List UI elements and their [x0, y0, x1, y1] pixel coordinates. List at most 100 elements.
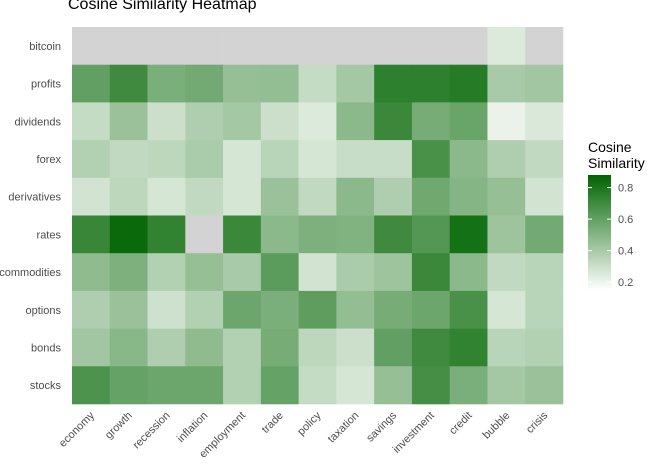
heatmap-cell-forex-growth [109, 140, 148, 179]
legend-tick-label: 0.6 [618, 214, 633, 226]
heatmap-cell-options-trade [260, 290, 299, 329]
heatmap-cell-profits-recession [147, 64, 186, 103]
heatmap-cell-bonds-crisis [525, 328, 564, 367]
heatmap-cell-dividends-policy [298, 102, 337, 141]
heatmap-cell-derivatives-policy [298, 177, 337, 216]
heatmap-cell-forex-recession [147, 140, 186, 179]
heatmap-cell-commodities-recession [147, 253, 186, 292]
heatmap-cell-derivatives-taxation [336, 177, 375, 216]
heatmap-cell-commodities-investment [411, 253, 450, 292]
heatmap-cell-options-employment [223, 290, 262, 329]
x-tick-label-investment: investment [391, 410, 437, 456]
heatmap-cell-forex-savings [374, 140, 413, 179]
heatmap-cell-commodities-bubble [487, 253, 526, 292]
heatmap-cell-options-credit [449, 290, 488, 329]
heatmap-cell-profits-growth [109, 64, 148, 103]
heatmap-cell-profits-trade [260, 64, 299, 103]
heatmap-cell-rates-credit [449, 215, 488, 254]
legend-title: Cosine Similarity [588, 139, 645, 171]
heatmap-cell-derivatives-savings [374, 177, 413, 216]
heatmap-cell-bitcoin-crisis [525, 27, 564, 65]
y-axis: bitcoin profits dividends forex derivatives r… [0, 41, 61, 392]
heatmap-cell-options-growth [109, 290, 148, 329]
heatmap-cell-bonds-trade [260, 328, 299, 367]
heatmap-cell-options-recession [147, 290, 186, 329]
heatmap-cell-profits-bubble [487, 64, 526, 103]
heatmap-cell-commodities-credit [449, 253, 488, 292]
heatmap-cell-stocks-trade [260, 366, 299, 405]
heatmap-cell-derivatives-investment [411, 177, 450, 216]
heatmap-cell-dividends-investment [411, 102, 450, 141]
heatmap-cell-profits-investment [411, 64, 450, 103]
heatmap-cell-bonds-savings [374, 328, 413, 367]
x-tick-label-taxation: taxation [326, 410, 362, 446]
x-tick-label-inflation: inflation [175, 410, 210, 445]
heatmap-cell-commodities-economy [72, 253, 111, 292]
heatmap-cell-rates-taxation [336, 215, 375, 254]
heatmap-cell-derivatives-employment [223, 177, 262, 216]
legend-tick-label: 0.4 [618, 246, 633, 258]
y-tick-label-profits: profits [31, 79, 61, 91]
heatmap-cell-rates-economy [72, 215, 111, 254]
heatmap-cell-bonds-economy [72, 328, 111, 367]
y-tick-label-bonds: bonds [31, 342, 61, 354]
heatmap-cell-forex-taxation [336, 140, 375, 179]
heatmap-cell-commodities-trade [260, 253, 299, 292]
heatmap-cell-bitcoin-bubble [487, 27, 526, 65]
heatmap-cell-dividends-trade [260, 102, 299, 141]
heatmap-cell-bitcoin-credit [449, 27, 488, 65]
heatmap-cell-rates-recession [147, 215, 186, 254]
heatmap-cell-stocks-policy [298, 366, 337, 405]
heatmap-cell-dividends-employment [223, 102, 262, 141]
heatmap-cell-bonds-investment [411, 328, 450, 367]
heatmap-cell-profits-taxation [336, 64, 375, 103]
heatmap-cell-rates-policy [298, 215, 337, 254]
heatmap-cell-options-taxation [336, 290, 375, 329]
chart-title: Cosine Similarity Heatmap [68, 0, 257, 13]
heatmap-cell-forex-crisis [525, 140, 564, 179]
heatmap-cell-bonds-policy [298, 328, 337, 367]
x-tick-label-economy: economy [57, 409, 97, 449]
heatmap-cell-bitcoin-employment [223, 27, 262, 65]
heatmap-cell-profits-economy [72, 64, 111, 103]
heatmap-cell-dividends-economy [72, 102, 111, 141]
heatmap-cell-derivatives-recession [147, 177, 186, 216]
heatmap-cell-stocks-credit [449, 366, 488, 405]
heatmap-cell-bonds-credit [449, 328, 488, 367]
heatmap-cell-bitcoin-taxation [336, 27, 375, 65]
heatmap-cell-stocks-growth [109, 366, 148, 405]
heatmap-cell-options-bubble [487, 290, 526, 329]
heatmap-cell-forex-economy [72, 140, 111, 179]
heatmap-cell-bitcoin-trade [260, 27, 299, 65]
heatmap-cell-stocks-savings [374, 366, 413, 405]
legend: 0.8 0.6 0.4 0.2 [588, 175, 633, 290]
heatmap-cell-bonds-recession [147, 328, 186, 367]
heatmap-cell-options-policy [298, 290, 337, 329]
x-tick-label-bubble: bubble [481, 410, 513, 442]
heatmap-cell-forex-employment [223, 140, 262, 179]
heatmap-cell-derivatives-growth [109, 177, 148, 216]
heatmap-cell-commodities-policy [298, 253, 337, 292]
heatmap-cell-bonds-employment [223, 328, 262, 367]
heatmap-cell-bitcoin-economy [72, 27, 111, 65]
heatmap-cell-rates-trade [260, 215, 299, 254]
heatmap-cell-profits-employment [223, 64, 262, 103]
heatmap-cell-dividends-bubble [487, 102, 526, 141]
heatmap-cell-options-savings [374, 290, 413, 329]
y-tick-label-derivatives: derivatives [8, 192, 61, 204]
heatmap-cell-rates-inflation [185, 215, 224, 254]
heatmap-cell-commodities-employment [223, 253, 262, 292]
y-tick-label-dividends: dividends [15, 116, 62, 128]
heatmap-cell-dividends-credit [449, 102, 488, 141]
x-tick-label-trade: trade [260, 410, 286, 436]
heatmap-cell-options-investment [411, 290, 450, 329]
legend-title-line-1: Cosine [588, 139, 632, 155]
heatmap-cell-rates-growth [109, 215, 148, 254]
heatmap-cell-bitcoin-growth [109, 27, 148, 65]
y-tick-label-bitcoin: bitcoin [29, 41, 61, 53]
heatmap-cell-forex-investment [411, 140, 450, 179]
heatmap-cell-profits-policy [298, 64, 337, 103]
heatmap-cell-bonds-inflation [185, 328, 224, 367]
